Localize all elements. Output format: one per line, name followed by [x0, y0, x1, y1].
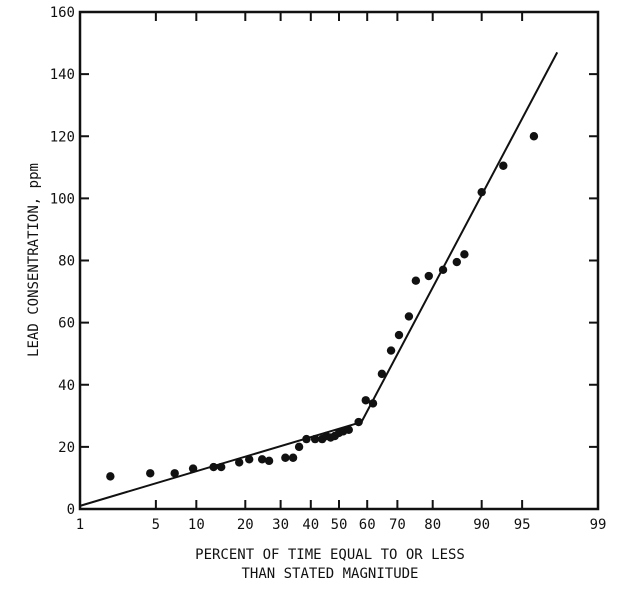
x-tick-label: 10 — [188, 517, 205, 533]
x-tick-label: 99 — [590, 517, 607, 533]
data-point — [302, 434, 311, 444]
data-point — [344, 425, 353, 434]
data-point — [411, 276, 421, 285]
data-point — [209, 462, 218, 472]
x-tick-label: 30 — [272, 517, 289, 533]
y-tick-label: 60 — [58, 316, 75, 332]
data-point — [216, 462, 226, 472]
x-axis-title-line1: PERCENT OF TIME EQUAL TO OR LESS — [195, 547, 465, 563]
data-point — [188, 464, 198, 473]
data-point — [281, 453, 290, 462]
y-axis-title: LEAD CONSENTRATION, ppm — [26, 163, 42, 357]
data-point — [452, 257, 462, 267]
y-tick-label: 160 — [50, 5, 75, 21]
x-tick-label: 80 — [424, 517, 441, 533]
x-tick-label: 50 — [331, 517, 348, 533]
data-point — [146, 469, 155, 478]
data-point — [424, 271, 433, 281]
x-tick-label: 40 — [302, 517, 319, 533]
data-point — [170, 469, 179, 478]
x-tick-label: 70 — [389, 517, 406, 533]
data-point — [361, 396, 370, 405]
data-point — [438, 265, 448, 275]
x-axis-title-line2: THAN STATED MAGNITUDE — [241, 566, 418, 582]
x-tick-label: 60 — [359, 517, 376, 533]
data-point — [404, 312, 414, 321]
y-tick-label: 100 — [50, 191, 75, 207]
data-point — [377, 369, 387, 379]
data-point — [257, 455, 267, 464]
data-points — [106, 132, 539, 481]
x-axis-ticks: 1 5 10 20 30 40 50 60 70 80 90 95 99 — [76, 12, 607, 533]
data-point — [460, 250, 469, 259]
data-point — [354, 417, 363, 427]
x-tick-label: 95 — [514, 517, 531, 533]
y-tick-label: 140 — [50, 67, 75, 83]
data-point — [386, 346, 396, 355]
y-axis-ticks: 0 20 40 60 80 100 120 140 160 — [50, 5, 598, 518]
data-point — [234, 458, 244, 467]
x-tick-label: 5 — [152, 517, 160, 533]
data-point — [394, 330, 404, 340]
x-tick-label: 90 — [473, 517, 490, 533]
x-tick-label: 20 — [237, 517, 254, 533]
data-point — [310, 434, 320, 444]
data-point — [294, 442, 304, 452]
data-point — [368, 399, 378, 408]
data-point — [264, 456, 274, 466]
fit-line-segment — [360, 51, 559, 423]
y-tick-label: 120 — [50, 129, 75, 145]
data-point — [477, 187, 486, 197]
y-tick-label: 20 — [58, 440, 75, 456]
data-point — [288, 453, 298, 462]
y-tick-label: 80 — [58, 254, 75, 270]
y-tick-label: 40 — [58, 378, 75, 394]
x-tick-label: 1 — [76, 517, 84, 533]
data-point — [245, 455, 254, 464]
y-tick-label: 0 — [67, 502, 75, 518]
data-point — [499, 161, 508, 170]
data-point — [106, 472, 115, 481]
data-point — [529, 132, 539, 141]
